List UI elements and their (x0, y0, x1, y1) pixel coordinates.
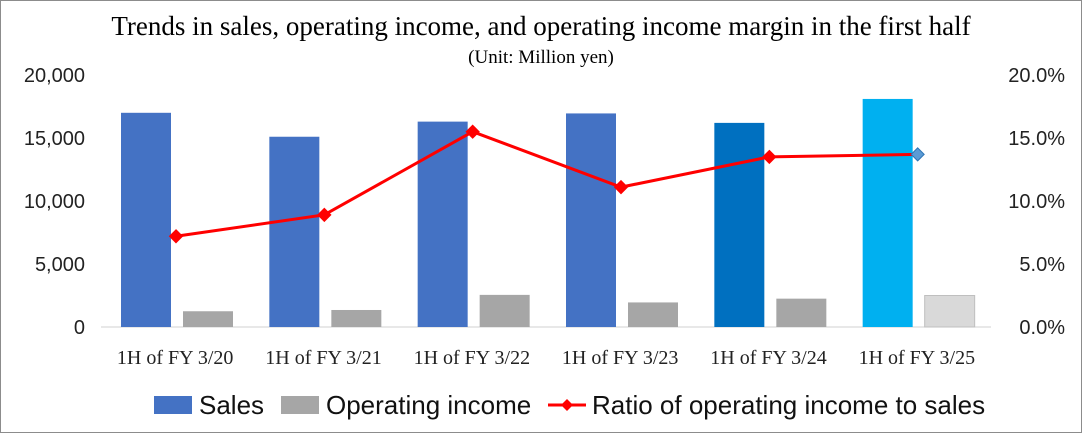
legend-swatch-ratio-marker (561, 399, 573, 411)
right-tick-label: 5.0% (1019, 254, 1065, 276)
ratio-marker (317, 207, 332, 223)
ratio-line-group (168, 124, 925, 244)
ratio-marker (168, 229, 184, 244)
legend-label-sales: Sales (199, 390, 264, 420)
ratio-marker (910, 147, 925, 162)
category-label: 1H of FY 3/25 (859, 347, 975, 369)
legend-label-ratio: Ratio of operating income to sales (592, 390, 985, 420)
sales-bar (121, 112, 171, 327)
ratio-marker (613, 179, 629, 195)
chart-title: Trends in sales, operating income, and o… (111, 11, 970, 41)
category-label: 1H of FY 3/21 (265, 347, 381, 369)
legend-label-operating-income: Operating income (326, 390, 531, 420)
operating-income-bar (924, 295, 976, 328)
left-tick-label: 15,000 (24, 128, 85, 150)
right-tick-label: 0.0% (1019, 317, 1065, 339)
category-label: 1H of FY 3/23 (562, 347, 678, 369)
operating-income-bar (479, 294, 530, 327)
right-axis: 0.0% 5.0% 10.0% 15.0% 20.0% (1008, 65, 1065, 339)
sales-bar (269, 136, 320, 327)
chart-subtitle: (Unit: Million yen) (468, 47, 614, 68)
category-label: 1H of FY 3/24 (710, 347, 826, 369)
ratio-marker (465, 124, 480, 139)
operating-income-bar (628, 302, 678, 327)
ratio-marker (762, 149, 777, 165)
bars-group (101, 98, 991, 328)
left-tick-label: 0 (74, 317, 85, 339)
left-tick-label: 5,000 (35, 254, 85, 276)
left-tick-label: 10,000 (24, 191, 85, 213)
legend-swatch-operating-income (281, 396, 319, 414)
sales-bar (417, 121, 468, 328)
right-tick-label: 15.0% (1008, 128, 1065, 150)
right-tick-label: 20.0% (1008, 65, 1065, 87)
operating-income-bar (183, 311, 233, 327)
left-tick-label: 20,000 (24, 65, 85, 87)
left-axis: 0 5,000 10,000 15,000 20,000 (24, 65, 85, 339)
category-label: 1H of FY 3/20 (117, 347, 233, 369)
sales-bar (862, 98, 913, 327)
sales-bar (566, 113, 616, 328)
sales-bar (714, 122, 765, 327)
operating-income-bar (331, 309, 382, 327)
right-tick-label: 10.0% (1008, 191, 1065, 213)
category-label: 1H of FY 3/22 (414, 347, 530, 369)
legend-swatch-sales (154, 396, 192, 414)
legend: Sales Operating income Ratio of operating … (154, 390, 985, 420)
ratio-line (175, 130, 918, 238)
operating-income-bar (776, 298, 827, 327)
category-labels: 1H of FY 3/20 1H of FY 3/21 1H of FY 3/22 1… (117, 347, 975, 369)
